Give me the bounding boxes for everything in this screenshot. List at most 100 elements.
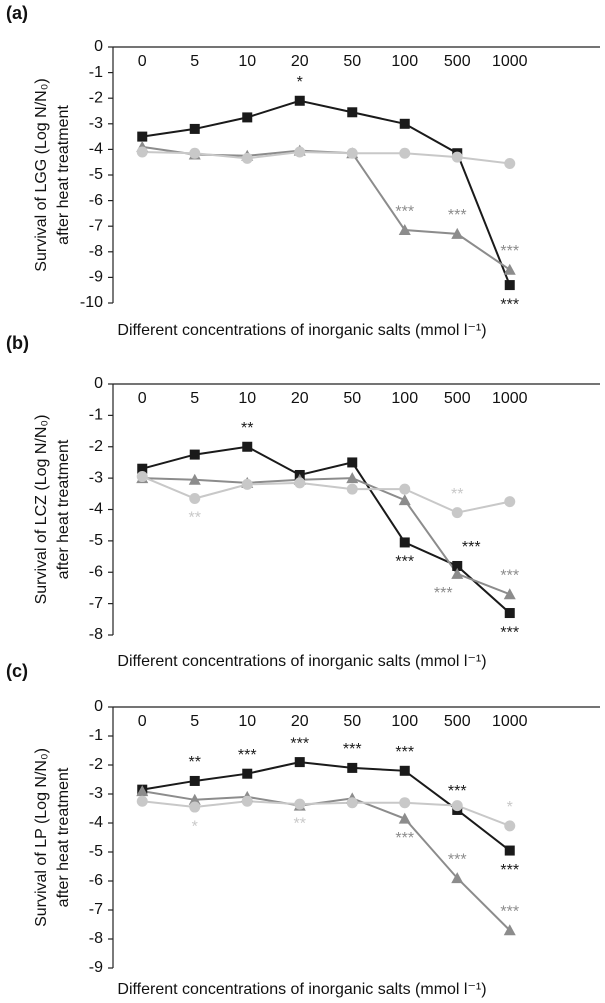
x-tick-label: 100 — [391, 713, 418, 730]
x-axis-label: Different concentrations of inorganic sa… — [117, 322, 486, 339]
y-tick-label: 0 — [94, 38, 103, 55]
significance-label: *** — [290, 735, 309, 752]
marker — [398, 494, 411, 506]
x-tick-label: 5 — [190, 390, 199, 407]
y-tick-label: -4 — [89, 141, 103, 158]
marker — [137, 131, 148, 142]
y-tick-label: -4 — [89, 814, 103, 831]
marker — [451, 800, 463, 812]
marker — [399, 118, 410, 129]
y-tick-label: -5 — [89, 166, 103, 183]
significance-label: ** — [241, 420, 253, 437]
marker — [399, 147, 411, 159]
marker — [398, 224, 411, 236]
y-tick-label: -1 — [89, 64, 103, 81]
y-tick-label: -8 — [89, 626, 103, 643]
y-tick-label: -10 — [80, 294, 103, 311]
y-tick-label: 0 — [94, 698, 103, 715]
y-tick-label: -8 — [89, 243, 103, 260]
y-tick-label: -7 — [89, 901, 103, 918]
significance-label: *** — [395, 830, 414, 847]
y-tick-label: -5 — [89, 843, 103, 860]
x-tick-label: 1000 — [492, 390, 528, 407]
marker — [294, 757, 305, 768]
x-tick-label: 50 — [343, 713, 361, 730]
x-tick-label: 500 — [444, 713, 471, 730]
panel-label: (c) — [6, 661, 28, 681]
marker — [136, 785, 149, 797]
marker — [504, 280, 515, 291]
marker — [346, 472, 359, 484]
significance-label: ** — [189, 754, 201, 771]
x-axis-label: Different concentrations of inorganic sa… — [117, 653, 486, 670]
marker — [346, 483, 358, 495]
y-tick-label: -1 — [89, 727, 103, 744]
marker — [188, 793, 201, 805]
marker — [189, 775, 200, 786]
y-axis-label: Survival of LGG (Log N/N₀) — [33, 78, 50, 271]
marker — [242, 441, 253, 452]
marker — [451, 151, 463, 163]
significance-label: *** — [500, 243, 519, 260]
x-tick-label: 1000 — [492, 53, 528, 70]
y-tick-label: -2 — [89, 89, 103, 106]
x-tick-label: 0 — [138, 713, 147, 730]
y-axis-label: Survival of LCZ (Log N/N₀) — [33, 415, 50, 605]
y-tick-label: -7 — [89, 595, 103, 612]
significance-label: *** — [448, 207, 467, 224]
significance-label: *** — [500, 624, 519, 641]
marker — [241, 795, 253, 807]
significance-label: * — [297, 74, 303, 91]
significance-label: *** — [343, 741, 362, 758]
x-tick-label: 20 — [291, 53, 309, 70]
marker — [294, 95, 305, 106]
y-axis-label: after heat treatment — [55, 439, 72, 579]
marker — [451, 567, 464, 579]
x-tick-label: 500 — [444, 53, 471, 70]
marker — [189, 801, 201, 813]
marker — [294, 798, 306, 810]
marker — [242, 768, 253, 779]
x-tick-label: 1000 — [492, 713, 528, 730]
marker — [451, 227, 464, 239]
y-tick-label: -9 — [89, 269, 103, 286]
series-line — [141, 445, 511, 614]
significance-label: *** — [395, 744, 414, 761]
marker — [504, 608, 515, 619]
significance-label: *** — [500, 904, 519, 921]
significance-label: ** — [451, 486, 463, 503]
marker — [503, 263, 516, 275]
y-tick-label: -6 — [89, 872, 103, 889]
significance-label: *** — [434, 585, 453, 602]
marker — [399, 797, 411, 809]
y-tick-label: -6 — [89, 563, 103, 580]
marker — [399, 537, 410, 548]
x-tick-label: 0 — [138, 390, 147, 407]
x-tick-label: 100 — [391, 53, 418, 70]
significance-label: * — [192, 818, 198, 835]
x-tick-label: 50 — [343, 53, 361, 70]
x-tick-label: 5 — [190, 53, 199, 70]
marker — [503, 924, 516, 936]
marker — [189, 123, 200, 134]
marker — [399, 765, 410, 776]
y-tick-label: -3 — [89, 469, 103, 486]
series-line — [141, 475, 510, 514]
panel-label: (b) — [6, 333, 29, 353]
y-tick-label: -6 — [89, 192, 103, 209]
significance-label: *** — [395, 203, 414, 220]
y-tick-label: -2 — [89, 438, 103, 455]
y-tick-label: -8 — [89, 930, 103, 947]
marker — [188, 473, 201, 485]
y-tick-label: -3 — [89, 785, 103, 802]
marker — [294, 146, 306, 158]
marker — [504, 157, 516, 169]
y-tick-label: -4 — [89, 501, 103, 518]
significance-label: * — [507, 799, 513, 816]
marker — [346, 797, 358, 809]
series-line — [142, 800, 511, 827]
marker — [451, 507, 463, 519]
significance-label: *** — [238, 747, 257, 764]
significance-label: *** — [448, 783, 467, 800]
